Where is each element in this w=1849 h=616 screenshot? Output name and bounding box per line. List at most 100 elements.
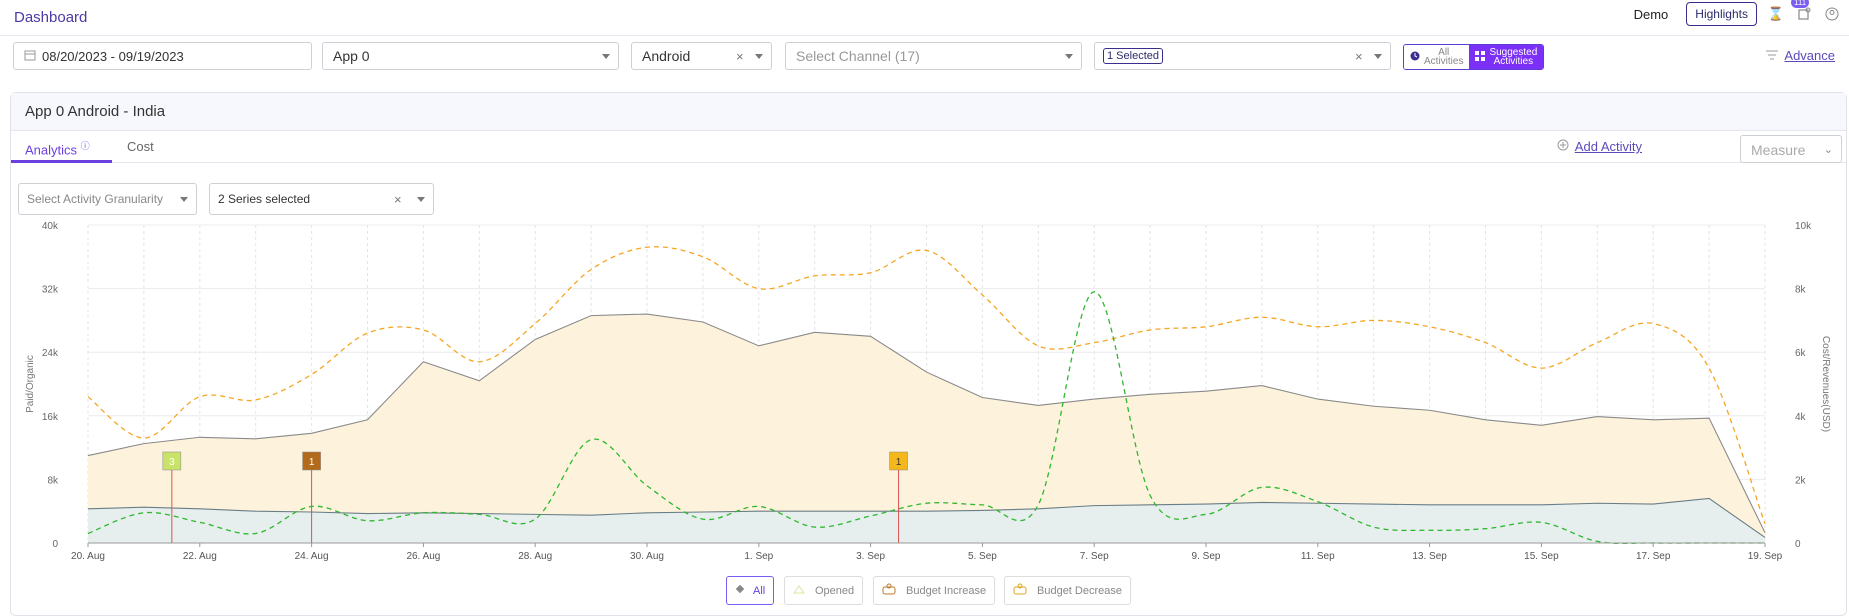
series-select-value: 2 Series selected (218, 192, 311, 206)
clear-icon[interactable]: × (1355, 49, 1363, 64)
opened-icon (793, 584, 805, 597)
chevron-down-icon (755, 54, 763, 59)
diamond-icon (735, 584, 745, 597)
clear-icon[interactable]: × (736, 49, 744, 64)
x-tick-label: 3. Sep (856, 551, 885, 562)
info-icon[interactable]: ⓘ (80, 141, 90, 151)
advance-label: Advance (1784, 48, 1835, 63)
app-select[interactable]: App 0 (322, 42, 619, 70)
y-axis-label-left: Paid/Organic (25, 355, 36, 413)
chevron-down-icon: ⌄ (1823, 144, 1833, 156)
grid-icon (1475, 51, 1486, 63)
chevron-down-icon (1374, 54, 1382, 59)
card-tabs: Analytics ⓘ Cost Add Activity Measure ⌄ (11, 131, 1846, 163)
legend-all[interactable]: All (726, 576, 775, 605)
x-tick-label: 19. Sep (1748, 551, 1783, 562)
activity-marker (162, 451, 182, 471)
x-tick-label: 1. Sep (744, 551, 773, 562)
channel-select-placeholder: Select Channel (17) (796, 48, 920, 64)
x-tick-label: 9. Sep (1192, 551, 1221, 562)
legend-budget-increase[interactable]: Budget Increase (873, 576, 996, 605)
activity-marker (889, 451, 908, 471)
x-tick-label: 13. Sep (1412, 551, 1447, 562)
activity-marker-label: 3 (169, 457, 175, 468)
activity-marker-label: 1 (896, 457, 902, 468)
series-line-3 (87, 291, 1765, 545)
budget-decrease-icon (1013, 583, 1027, 598)
platform-select-value: Android (642, 48, 691, 64)
activities-toggle: All Activities Suggested Activities (1403, 44, 1545, 70)
y-tick-label-right: 4k (1795, 412, 1807, 423)
chart-areas (88, 314, 1765, 543)
legend-budget-decrease-label: Budget Decrease (1037, 584, 1122, 597)
chevron-down-icon (1065, 54, 1073, 59)
filter-bar: 08/20/2023 - 09/19/2023 App 0 Android × … (0, 38, 1849, 78)
activity-granularity-placeholder: Select Activity Granularity (27, 192, 164, 206)
activity-marker-label: 1 (309, 457, 315, 468)
legend-opened[interactable]: Opened (784, 576, 864, 605)
legend-all-label: All (753, 584, 766, 597)
y-tick-label-left: 8k (47, 475, 59, 486)
app-select-value: App 0 (333, 48, 370, 64)
series-area-1 (88, 498, 1765, 543)
user-name[interactable]: Demo (1633, 6, 1669, 22)
budget-increase-icon (882, 583, 896, 598)
y-tick-label-right: 2k (1795, 475, 1807, 486)
x-tick-label: 26. Aug (406, 551, 440, 562)
suggested-activities-toggle[interactable]: Suggested Activities (1469, 45, 1544, 69)
legend-opened-label: Opened (815, 584, 855, 597)
x-tick-label: 24. Aug (295, 551, 329, 562)
x-tick-label: 15. Sep (1524, 551, 1559, 562)
measure-select[interactable]: Measure ⌄ (1740, 135, 1842, 163)
active-tab-indicator (11, 160, 112, 163)
y-tick-label-left: 0 (52, 539, 58, 550)
channel-select[interactable]: Select Channel (17) (785, 42, 1082, 70)
series-area-0 (88, 314, 1765, 543)
all-activities-toggle[interactable]: All Activities (1404, 45, 1470, 69)
hourglass-icon[interactable]: ⌛ (1767, 6, 1785, 21)
chart-lines (87, 246, 1766, 545)
highlights-button[interactable]: Highlights (1686, 2, 1757, 26)
chevron-down-icon (602, 54, 610, 59)
y-tick-label-left: 40k (42, 221, 59, 232)
legend-budget-decrease[interactable]: Budget Decrease (1004, 576, 1131, 605)
y-tick-label-right: 8k (1795, 285, 1807, 296)
x-tick-label: 17. Sep (1636, 551, 1671, 562)
series-select[interactable]: 2 Series selected × (209, 183, 434, 215)
measure-placeholder: Measure (1751, 142, 1806, 158)
x-tick-label: 30. Aug (630, 551, 664, 562)
chart-axes: 0 0 8k 2k 16k 4k 24k 6k 32k 8k 40k 10k 20. Aug 22. Au… (42, 221, 1812, 562)
calendar-icon (24, 49, 36, 64)
suggested-activities-line1: Suggested (1489, 47, 1538, 58)
card-title: App 0 Android - India (25, 103, 166, 120)
advance-filter-link[interactable]: Advance (1766, 48, 1835, 63)
legend-budget-increase-label: Budget Increase (906, 584, 987, 597)
notification-badge: 111 (1791, 0, 1810, 8)
y-tick-label-right: 10k (1795, 221, 1812, 232)
suggested-activities-line2: Activities (1493, 56, 1534, 67)
y-tick-label-right: 0 (1795, 539, 1801, 550)
add-activity-label: Add Activity (1574, 139, 1642, 154)
activity-granularity-select[interactable]: Select Activity Granularity (18, 183, 197, 215)
selected-chip: 1 Selected (1103, 48, 1163, 64)
selection-select[interactable]: 1 Selected × (1094, 42, 1391, 70)
platform-select[interactable]: Android × (631, 42, 772, 70)
tab-cost[interactable]: Cost (127, 139, 154, 154)
x-tick-label: 5. Sep (968, 551, 997, 562)
chart-markers: 3 1 1 (162, 451, 908, 543)
y-axis-label-right: Cost/Revenues(USD) (1820, 336, 1831, 432)
chevron-down-icon (180, 197, 188, 202)
user-avatar-icon[interactable] (1823, 5, 1841, 23)
add-activity-link[interactable]: Add Activity (1557, 139, 1642, 154)
all-activities-line2: Activities (1424, 56, 1464, 67)
card-header: App 0 Android - India (11, 93, 1846, 131)
tab-analytics[interactable]: Analytics ⓘ (25, 139, 90, 157)
x-tick-label: 11. Sep (1301, 551, 1335, 562)
clear-icon[interactable]: × (394, 192, 402, 207)
filter-icon (1766, 48, 1779, 63)
notifications-icon[interactable]: 111 (1791, 0, 1813, 23)
x-tick-label: 28. Aug (518, 551, 552, 562)
date-range-picker[interactable]: 08/20/2023 - 09/19/2023 (13, 42, 312, 70)
y-tick-label-left: 24k (42, 348, 59, 359)
